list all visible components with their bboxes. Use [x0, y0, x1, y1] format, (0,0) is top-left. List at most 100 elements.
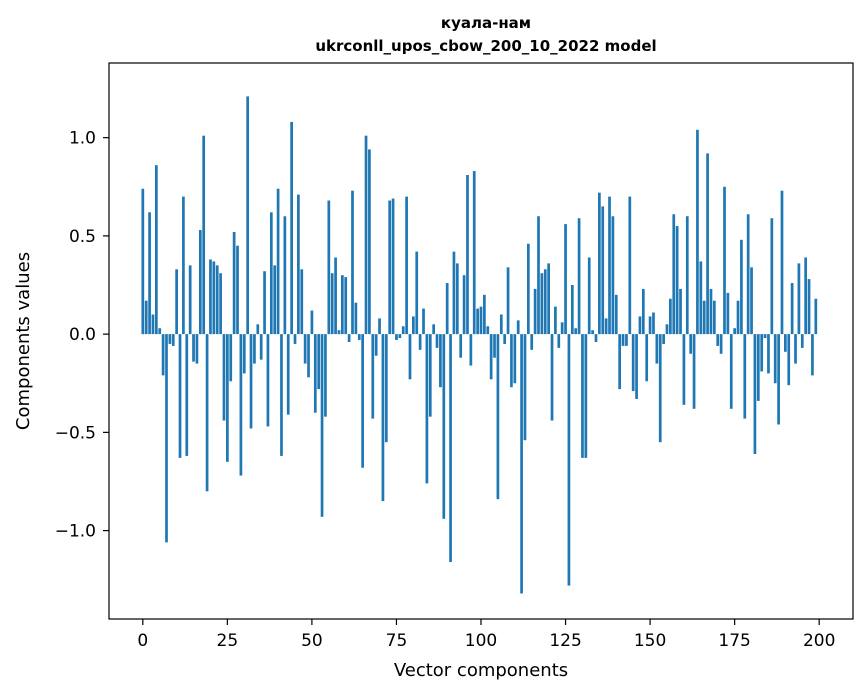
bar-169 [712, 300, 716, 335]
x-axis-label: Vector components [394, 660, 568, 681]
y-tick-label: 0.0 [69, 325, 96, 345]
bar-157 [672, 214, 676, 335]
bar-149 [645, 334, 649, 382]
bar-96 [466, 174, 469, 335]
bar-168 [709, 288, 713, 335]
chart-title: куала-нам [441, 14, 531, 32]
bar-62 [351, 190, 354, 335]
bar-178 [743, 334, 747, 419]
bar-129 [577, 218, 581, 335]
bar-166 [702, 300, 706, 335]
bar-121 [550, 334, 554, 421]
bar-113 [523, 334, 527, 441]
bar-116 [533, 288, 537, 335]
bar-87 [435, 334, 439, 348]
bar-100 [479, 306, 483, 335]
bar-185 [767, 334, 770, 374]
bar-9 [171, 334, 175, 346]
bar-2 [148, 212, 151, 335]
bar-53 [320, 334, 324, 517]
bar-44 [290, 121, 293, 335]
bar-146 [635, 334, 638, 399]
bar-119 [543, 269, 547, 335]
bar-34 [256, 324, 260, 335]
bar-17 [198, 230, 202, 335]
bar-55 [327, 200, 331, 335]
bar-97 [469, 334, 473, 366]
bar-48 [303, 334, 307, 364]
bar-190 [784, 334, 787, 352]
bar-25 [226, 334, 229, 462]
bar-26 [229, 334, 233, 382]
bar-138 [608, 196, 611, 335]
bar-88 [439, 334, 442, 388]
plot-frame [108, 62, 854, 620]
bar-191 [787, 334, 791, 386]
bar-150 [648, 316, 652, 335]
bar-18 [202, 135, 206, 335]
bar-35 [259, 334, 263, 360]
bar-31 [246, 96, 250, 335]
bar-46 [297, 194, 300, 335]
bar-101 [483, 294, 486, 335]
bar-30 [242, 334, 246, 374]
bar-137 [604, 318, 608, 335]
bar-80 [412, 316, 415, 335]
bar-63 [354, 302, 358, 335]
bar-61 [347, 334, 351, 342]
bar-84 [425, 334, 429, 484]
bar-82 [418, 334, 422, 350]
bar-147 [638, 316, 642, 335]
bar-182 [756, 334, 760, 401]
bar-133 [591, 330, 594, 335]
bar-70 [378, 318, 381, 335]
bar-176 [736, 300, 740, 335]
x-tick-label: 150 [634, 631, 666, 651]
bar-11 [178, 334, 182, 458]
bar-43 [286, 334, 290, 415]
bar-74 [391, 198, 395, 335]
bar-37 [266, 334, 270, 427]
bar-20 [209, 259, 212, 335]
bar-83 [422, 308, 425, 335]
bar-136 [601, 206, 605, 335]
bar-134 [594, 334, 598, 342]
y-tick-label: 1.0 [69, 129, 96, 149]
y-axis-label: Components values [13, 252, 34, 430]
bar-140 [614, 294, 618, 335]
bar-12 [182, 196, 185, 335]
x-tick-label: 25 [217, 631, 239, 651]
bar-123 [557, 334, 561, 348]
bar-110 [513, 334, 517, 384]
bar-139 [611, 216, 615, 335]
bar-188 [777, 334, 780, 425]
bar-195 [800, 334, 804, 348]
bar-13 [185, 334, 189, 456]
x-tick-label: 50 [301, 631, 323, 651]
bar-81 [415, 251, 419, 335]
bar-22 [215, 265, 219, 335]
bar-95 [462, 275, 466, 335]
bar-155 [665, 324, 669, 335]
bar-120 [547, 263, 550, 335]
bar-103 [489, 334, 493, 380]
bar-104 [493, 334, 496, 358]
bar-192 [790, 283, 794, 335]
bar-152 [655, 334, 659, 364]
bar-160 [682, 334, 686, 405]
x-axis: 0 25 50 75 100 125 150 175 200 [137, 619, 835, 651]
bar-164 [696, 129, 699, 335]
bar-181 [753, 334, 757, 454]
bar-175 [733, 328, 736, 335]
x-tick-label: 200 [803, 631, 835, 651]
bar-91 [449, 334, 452, 563]
bar-71 [381, 334, 385, 502]
bar-94 [459, 334, 463, 358]
bar-66 [364, 135, 368, 335]
bar-51 [313, 334, 317, 413]
bar-199 [814, 298, 818, 335]
bar-8 [168, 334, 172, 344]
bar-135 [598, 192, 601, 335]
bar-6 [161, 334, 165, 376]
bar-177 [740, 239, 743, 335]
